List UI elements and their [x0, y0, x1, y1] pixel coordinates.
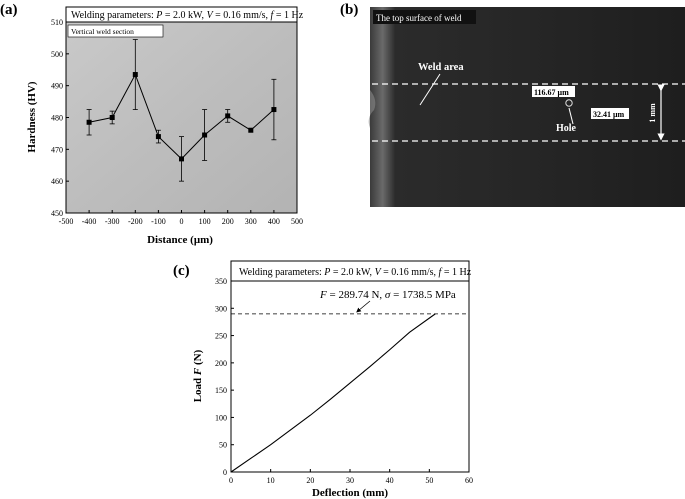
panel-b-title-box [373, 10, 476, 24]
panel-c-xtick-label: 10 [267, 476, 275, 485]
panel-a-ytick-label: 490 [51, 82, 63, 91]
panel-a-xtick-label: 500 [291, 217, 303, 226]
panel-a-params: Welding parameters: P = 2.0 kW, V = 0.16… [71, 10, 304, 21]
panel-c-ytick-label: 200 [215, 359, 227, 368]
panel-a-point [202, 132, 208, 138]
panel-b-title: The top surface of weld [376, 13, 462, 23]
panel-a-ytick-label: 450 [51, 209, 63, 218]
panel-b-dim1-box [532, 86, 575, 97]
panel-a-xtick-label: -100 [151, 217, 166, 226]
panel-a-point [179, 156, 184, 162]
panel-b-dim2-box [591, 108, 629, 119]
panel-c-annotation-arrow [356, 300, 371, 313]
panel-b-label: (b) [340, 2, 358, 18]
panel-c-marks [230, 313, 469, 473]
panel-a-ytick-label: 480 [51, 114, 63, 123]
panel-a-point [225, 113, 231, 119]
panel-a-xtick-label: 100 [199, 217, 211, 226]
panel-c-ytick-label: 150 [215, 386, 227, 395]
panel-a-xtick-label: -300 [105, 217, 120, 226]
panel-c-xtick-label: 40 [386, 476, 394, 485]
panel-a-ytick-label: 460 [51, 177, 63, 186]
panel-a-axes: -500 -400 -300 -200 -100 0 100 200 300 400 500 450 4… [51, 18, 303, 226]
panel-b-hole-label: Hole [556, 123, 577, 134]
panel-a-xlabel: Distance (μm) [147, 234, 213, 246]
panel-c-ytick-label: 100 [215, 413, 227, 422]
panel-b-weld-area-pointer [419, 73, 441, 106]
panel-a-xtick-label: 0 [180, 217, 184, 226]
panel-a-ytick-label: 500 [51, 50, 63, 59]
panel-a-xtick-label: -200 [128, 217, 143, 226]
panel-c-xtick-label: 20 [306, 476, 314, 485]
panel-a-point [155, 134, 161, 140]
panel-b-scale-label: 1 mm [648, 103, 657, 123]
panel-c-ytick-label: 350 [215, 277, 227, 286]
panel-a-point [271, 107, 277, 113]
panel-c-xtick-label: 50 [425, 476, 433, 485]
panel-b-edge-notch [368, 90, 376, 128]
panel-b-hole-marker [565, 99, 573, 107]
panel-c-params: Welding parameters: P = 2.0 kW, V = 0.16… [239, 267, 472, 278]
panel-a-label: (a) [0, 2, 18, 18]
panel-a-point [109, 115, 115, 120]
panel-b-dim1: 116.67 μm [534, 88, 569, 97]
panel-a-inset-label: Vertical weld section [71, 27, 134, 36]
panel-a-xtick-label: 300 [245, 217, 257, 226]
panel-c-xlabel: Deflection (mm) [312, 487, 388, 499]
panel-c-ylabel: Load F (N) [192, 349, 204, 402]
panel-a-plot-area [65, 21, 298, 214]
panel-a-xtick-label: -500 [59, 217, 74, 226]
panel-a-ytick-label: 510 [51, 18, 63, 27]
panel-c-label: (c) [173, 263, 190, 279]
panel-b-hole-pointer [568, 107, 574, 125]
panel-a-ylabel: Hardness (HV) [26, 81, 38, 153]
panel-c-series-line [230, 313, 436, 473]
panel-a-point [132, 72, 138, 78]
panel-a-marks [86, 39, 277, 182]
panel-c-ytick-label: 250 [215, 332, 227, 341]
panel-a-ytick-label: 470 [51, 145, 63, 154]
panel-c-xtick-label: 0 [229, 476, 233, 485]
panel-c-axes: 0 10 20 30 40 50 60 0 50 100 150 200 250 300 350 [215, 277, 473, 485]
panel-c-plot-area [230, 280, 470, 473]
panel-c-xtick-label: 30 [346, 476, 354, 485]
panel-a-point [248, 127, 254, 133]
panel-c-ytick-label: 300 [215, 304, 227, 313]
panel-a-point [86, 119, 92, 125]
panel-a-xtick-label: 200 [222, 217, 234, 226]
panel-c-ytick-label: 0 [223, 468, 227, 477]
panel-a-inset-box [67, 24, 164, 38]
panel-b-dim2: 32.41 μm [593, 110, 625, 119]
panel-b-micrograph [370, 7, 685, 207]
panel-c-ytick-label: 50 [219, 441, 227, 450]
panel-a-xtick-label: 400 [268, 217, 280, 226]
panel-a-xtick-label: -400 [82, 217, 97, 226]
panel-c-annotation: F = 289.74 N, σ = 1738.5 MPa [319, 289, 456, 301]
panel-b-weld-area-label: Weld area [418, 62, 464, 73]
panel-c-xtick-label: 60 [465, 476, 473, 485]
